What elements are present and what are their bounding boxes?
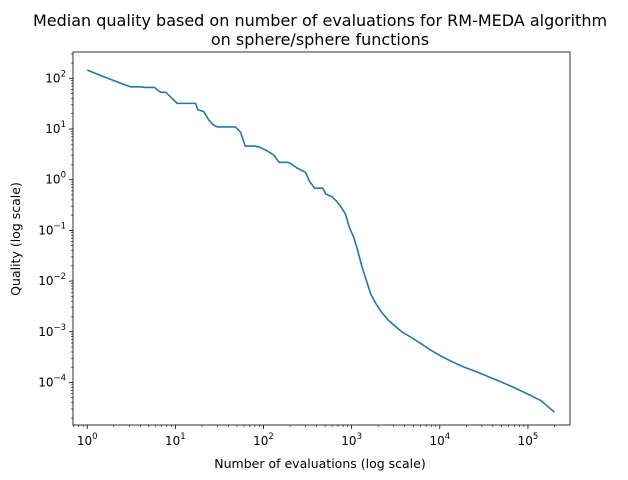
plot-frame — [72, 51, 571, 426]
y-tick-label: 10−1 — [38, 221, 66, 237]
x-axis-label: Number of evaluations (log scale) — [214, 456, 425, 471]
y-tick-label: 101 — [45, 120, 66, 136]
y-tick-label: 10−3 — [38, 323, 66, 339]
chart-subtitle: on sphere/sphere functions — [211, 30, 429, 49]
x-tick-label: 105 — [518, 432, 539, 448]
x-tick-label: 101 — [165, 432, 186, 448]
x-tick-label: 104 — [429, 432, 450, 448]
y-tick-label: 10−4 — [38, 373, 66, 389]
y-tick-label: 10−2 — [38, 272, 66, 288]
plot-area: 100 101 102 103 104 105 10−4 10−3 10−2 10−1 100 101… — [38, 51, 571, 448]
y-axis-label: Quality (log scale) — [8, 182, 23, 296]
x-tick-label: 102 — [253, 432, 274, 448]
x-tick-label: 103 — [341, 432, 362, 448]
series-line — [86, 69, 555, 413]
y-tick-label: 100 — [45, 171, 66, 187]
chart-title: Median quality based on number of evalua… — [33, 11, 607, 30]
x-tick-label: 100 — [77, 432, 98, 448]
y-tick-label: 102 — [45, 69, 66, 85]
